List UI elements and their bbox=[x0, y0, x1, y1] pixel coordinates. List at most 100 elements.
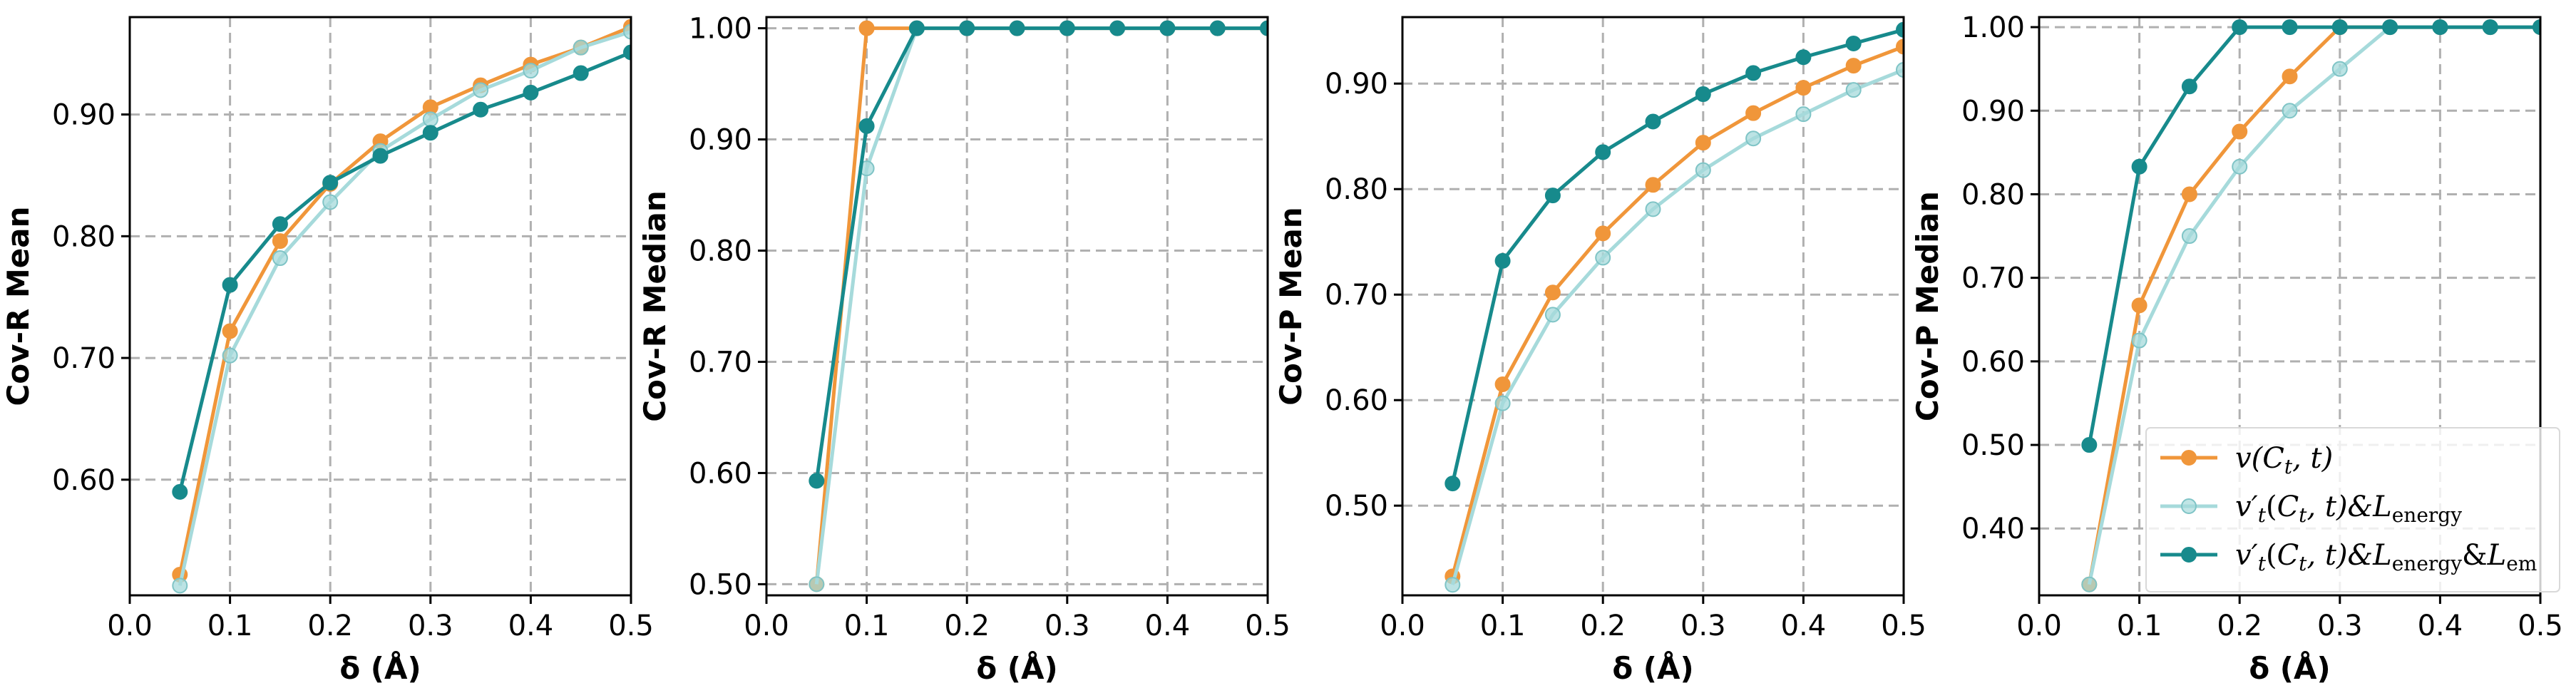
series-2-point bbox=[1896, 61, 1904, 78]
series-3-point bbox=[322, 175, 339, 191]
x-tick-label: 0.4 bbox=[508, 610, 554, 642]
x-tick-label: 0.3 bbox=[2317, 610, 2363, 642]
x-tick-label: 0.3 bbox=[1680, 610, 1726, 642]
x-axis-label: δ (Å) bbox=[1612, 650, 1693, 686]
series-3-point bbox=[422, 125, 438, 141]
legend-entry-1: v(Ct, t) bbox=[2160, 442, 2333, 478]
series-3-point bbox=[1595, 144, 1611, 160]
x-tick-label: 0.5 bbox=[1881, 610, 1926, 642]
series-2-point bbox=[809, 576, 825, 592]
y-tick-label: 0.70 bbox=[689, 346, 752, 379]
series-line-3 bbox=[814, 26, 1268, 481]
series-3-point bbox=[1109, 20, 1126, 36]
legend-label-3: v′t(Ct, t)&Lenergy&Lem bbox=[2235, 539, 2537, 575]
y-tick-label: 0.60 bbox=[52, 464, 116, 497]
y-tick-label: 0.50 bbox=[689, 568, 752, 601]
series-3-point bbox=[1494, 252, 1511, 269]
y-tick-label: 0.60 bbox=[1325, 384, 1388, 417]
series-2-point bbox=[222, 347, 238, 364]
legend-marker-2 bbox=[2181, 498, 2197, 514]
legend-marker-1 bbox=[2181, 450, 2197, 466]
series-3-point bbox=[2131, 158, 2147, 175]
y-tick-label: 0.40 bbox=[1961, 513, 2025, 545]
series-3-point bbox=[272, 216, 288, 232]
series-3-point bbox=[573, 65, 589, 81]
x-axis-label: δ (Å) bbox=[2249, 650, 2330, 686]
series-2-point bbox=[2232, 158, 2248, 175]
x-tick-label: 0.0 bbox=[1380, 610, 1425, 642]
series-3-point bbox=[2282, 19, 2298, 36]
series-3-point bbox=[908, 20, 925, 36]
x-tick-label: 0.4 bbox=[1145, 610, 1191, 642]
legend: v(Ct, t) v′t(Ct, t)&Lenergy v′t(Ct, t)&L… bbox=[2145, 427, 2560, 592]
x-tick-label: 0.0 bbox=[107, 610, 153, 642]
series-2-point bbox=[473, 82, 489, 98]
x-axis-label: δ (Å) bbox=[976, 650, 1057, 686]
series-3-point bbox=[1444, 476, 1461, 492]
series-1-point bbox=[1795, 80, 1812, 96]
series-3-point bbox=[1795, 49, 1812, 66]
series-1-point bbox=[2282, 68, 2298, 85]
y-tick-label: 0.60 bbox=[689, 457, 752, 490]
series-2-point bbox=[1645, 201, 1661, 217]
y-tick-label: 0.70 bbox=[1325, 279, 1388, 312]
x-tick-label: 0.1 bbox=[207, 610, 253, 642]
y-axis-label: Cov-R Mean bbox=[1, 207, 36, 406]
x-tick-label: 0.1 bbox=[844, 610, 890, 642]
series-3-point bbox=[2081, 437, 2098, 453]
series-1-point bbox=[1494, 376, 1511, 393]
series-3-point bbox=[2432, 19, 2448, 36]
series-2-point bbox=[2081, 576, 2098, 592]
x-tick-label: 0.5 bbox=[1245, 610, 1290, 642]
series-1-point bbox=[1645, 177, 1661, 193]
series-2-point bbox=[272, 250, 288, 267]
series-group bbox=[1444, 21, 1904, 593]
series-1-point bbox=[272, 233, 288, 250]
y-tick-label: 0.90 bbox=[1961, 95, 2025, 128]
y-tick-label: 0.70 bbox=[1961, 262, 2025, 295]
series-line-2 bbox=[1450, 68, 1904, 585]
legend-entry-2: v′t(Ct, t)&Lenergy bbox=[2160, 491, 2462, 527]
y-axis-label: Cov-P Median bbox=[1910, 191, 1945, 421]
y-tick-label: 0.90 bbox=[1325, 68, 1388, 101]
series-2-point bbox=[1494, 395, 1511, 411]
y-tick-label: 0.80 bbox=[52, 220, 116, 253]
legend-box bbox=[2145, 427, 2560, 592]
y-tick-label: 0.90 bbox=[52, 99, 116, 132]
series-2-point bbox=[1544, 307, 1561, 323]
series-3-point bbox=[1209, 20, 1226, 36]
axes-frame bbox=[1401, 16, 1905, 597]
x-tick-label: 0.5 bbox=[608, 610, 654, 642]
series-2-point bbox=[2131, 332, 2147, 349]
series-group bbox=[172, 19, 631, 594]
axes-frame bbox=[2038, 16, 2542, 597]
axes-frame bbox=[765, 16, 1269, 597]
x-tick-label: 0.2 bbox=[944, 610, 990, 642]
x-tick-label: 0.0 bbox=[744, 610, 789, 642]
y-axis-label: Cov-R Median bbox=[637, 190, 672, 421]
series-2-point bbox=[2282, 103, 2298, 119]
series-1-point bbox=[1595, 225, 1611, 242]
x-tick-label: 0.3 bbox=[408, 610, 453, 642]
x-tick-label: 0.1 bbox=[1480, 610, 1526, 642]
series-1-point bbox=[222, 323, 238, 339]
panel-1: 0.0 0.1 0.2 0.3 0.4 0.5 0.60 0.70 0.80 0.90 δ (Å) C… bbox=[1, 16, 654, 686]
series-3-point bbox=[1009, 20, 1025, 36]
x-tick-label: 0.4 bbox=[1781, 610, 1827, 642]
series-1-point bbox=[1845, 58, 1862, 74]
series-1-point bbox=[2131, 297, 2147, 314]
series-line-1 bbox=[1450, 45, 1904, 578]
legend-label-2: v′t(Ct, t)&Lenergy bbox=[2235, 491, 2462, 527]
series-3-point bbox=[473, 101, 489, 118]
series-1-point bbox=[1745, 105, 1762, 121]
series-line-2 bbox=[178, 30, 631, 586]
series-3-point bbox=[523, 84, 539, 101]
y-tick-label: 0.80 bbox=[1961, 178, 2025, 211]
y-tick-label: 0.50 bbox=[1961, 429, 2025, 462]
y-tick-label: 1.00 bbox=[1961, 11, 2025, 44]
x-tick-label: 0.5 bbox=[2518, 610, 2563, 642]
series-2-point bbox=[1745, 130, 1762, 147]
y-tick-label: 0.60 bbox=[1961, 346, 2025, 379]
series-3-point bbox=[2181, 78, 2197, 95]
axes-frame bbox=[128, 16, 632, 597]
